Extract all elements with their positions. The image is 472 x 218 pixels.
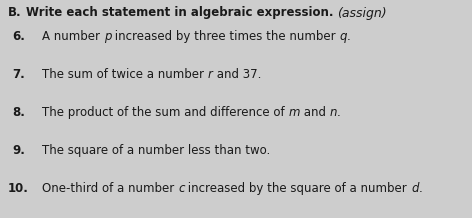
Text: (assign): (assign) (337, 7, 387, 20)
Text: increased by three times the number: increased by three times the number (111, 30, 340, 43)
Text: One-third of a number: One-third of a number (42, 182, 178, 195)
Text: The square of a number less than two.: The square of a number less than two. (42, 144, 270, 157)
Text: .: . (337, 106, 341, 119)
Text: Write each statement in algebraic expression.: Write each statement in algebraic expres… (25, 6, 333, 19)
Text: A number: A number (42, 30, 104, 43)
Text: q: q (340, 30, 347, 43)
Text: The sum of twice a number: The sum of twice a number (42, 68, 208, 81)
Text: d: d (411, 182, 419, 195)
Text: 8.: 8. (12, 106, 25, 119)
Text: and 37.: and 37. (212, 68, 261, 81)
Text: increased by the square of a number: increased by the square of a number (185, 182, 411, 195)
Text: m: m (288, 106, 300, 119)
Text: The product of the sum and difference of: The product of the sum and difference of (42, 106, 288, 119)
Text: n: n (329, 106, 337, 119)
Text: 6.: 6. (12, 30, 25, 43)
Text: 9.: 9. (12, 144, 25, 157)
Text: B.: B. (8, 6, 22, 19)
Text: .: . (347, 30, 351, 43)
Text: .: . (419, 182, 422, 195)
Text: c: c (178, 182, 185, 195)
Text: 7.: 7. (12, 68, 25, 81)
Text: and: and (300, 106, 329, 119)
Text: p: p (104, 30, 111, 43)
Text: r: r (208, 68, 212, 81)
Text: 10.: 10. (8, 182, 29, 195)
